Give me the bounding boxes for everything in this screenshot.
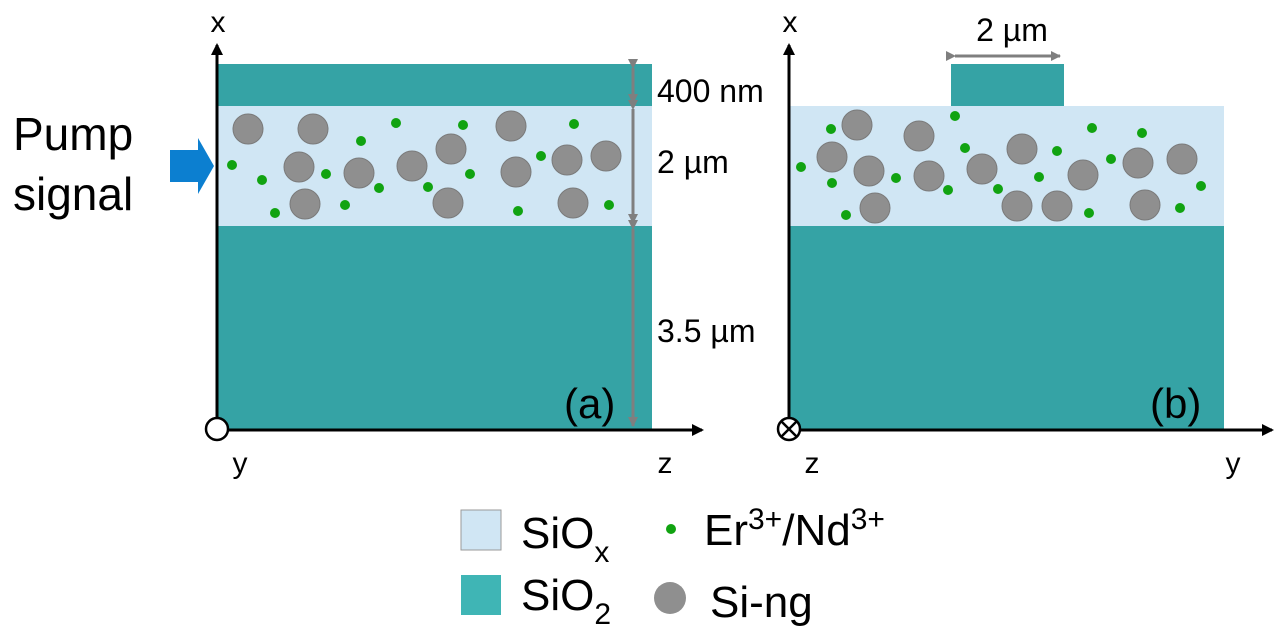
legend-label-sio2: SiO2 — [521, 571, 611, 631]
particles-b — [796, 109, 1206, 224]
er-nd-ion — [993, 184, 1003, 194]
er-nd-ion — [950, 111, 960, 121]
si-nanograin — [590, 140, 622, 172]
dim-label-2um-a: 2 µm — [657, 144, 729, 180]
si-nanograin — [343, 157, 375, 189]
legend-swatch-siox — [460, 509, 502, 551]
si-nanograin — [1006, 133, 1038, 165]
axis-label-z-b: z — [805, 447, 820, 480]
er-nd-ion — [423, 182, 433, 192]
panel-b: x y z 2 µm (b) — [776, 6, 1274, 480]
si-nanograin — [432, 187, 464, 219]
er-nd-ion — [321, 169, 331, 179]
legend-ion-dot — [666, 524, 676, 534]
er-nd-ion — [257, 175, 267, 185]
er-nd-ion — [458, 120, 468, 130]
er-nd-ion — [1087, 123, 1097, 133]
dim-label-400nm: 400 nm — [657, 73, 764, 109]
pump-label-line1: Pump — [13, 108, 133, 160]
si-nanograin — [500, 156, 532, 188]
er-nd-ion — [270, 208, 280, 218]
er-nd-ion — [513, 206, 523, 216]
er-nd-ion — [943, 185, 953, 195]
axis-label-x-a: x — [211, 6, 226, 39]
er-nd-ion — [1137, 128, 1147, 138]
er-nd-ion — [374, 183, 384, 193]
si-nanograin — [1067, 159, 1099, 191]
panel-label-a: (a) — [564, 380, 615, 427]
legend-swatch-sio2 — [461, 575, 501, 615]
si-nanograin — [1166, 143, 1198, 175]
dim-label-3-5um: 3.5 µm — [657, 313, 755, 349]
out-of-plane-dot-symbol-a — [204, 416, 230, 442]
si-nanograin — [495, 110, 527, 142]
si-nanograin — [396, 150, 428, 182]
legend-label-siox: SiOx — [521, 509, 609, 569]
dim-label-2um-b: 2 µm — [976, 12, 1048, 48]
si-nanograin — [551, 144, 583, 176]
si-nanograin — [1041, 190, 1073, 222]
legend: SiOx SiO2 Er3+/Nd3+ Si-ng — [460, 503, 885, 631]
er-nd-ion — [1052, 146, 1062, 156]
er-nd-ion — [960, 143, 970, 153]
axis-label-z-a: z — [658, 447, 673, 480]
panel-a: x z y 400 nm 2 µm 3.5 µm (a) — [204, 6, 764, 480]
axis-label-x-b: x — [783, 6, 798, 39]
si-nanograin — [816, 141, 848, 173]
si-nanograin — [841, 109, 873, 141]
si-nanograin — [1129, 189, 1161, 221]
pump-arrow-icon — [170, 138, 214, 194]
legend-label-ions: Er3+/Nd3+ — [704, 503, 885, 555]
legend-label-si-ng: Si-ng — [710, 578, 813, 627]
si-nanograin — [1001, 190, 1033, 222]
si-nanograin — [297, 113, 329, 145]
si-nanograin — [232, 113, 264, 145]
panel-label-b: (b) — [1150, 380, 1201, 427]
er-nd-ion — [536, 151, 546, 161]
si-nanograin — [966, 153, 998, 185]
pump-label-line2: signal — [13, 168, 133, 220]
er-nd-ion — [569, 119, 579, 129]
si-nanograin — [903, 120, 935, 152]
er-nd-ion — [1196, 181, 1206, 191]
er-nd-ion — [340, 200, 350, 210]
sio2-bottom-cladding-b — [790, 226, 1224, 429]
er-nd-ion — [1106, 154, 1116, 164]
er-nd-ion — [891, 173, 901, 183]
si-nanograin — [557, 187, 589, 219]
er-nd-ion — [826, 124, 836, 134]
pump-signal: Pump signal — [13, 108, 214, 220]
er-nd-ion — [465, 169, 475, 179]
legend-ng-dot — [654, 582, 686, 614]
out-of-plane-cross-symbol-b — [776, 416, 802, 442]
er-nd-ion — [1034, 172, 1044, 182]
er-nd-ion — [796, 162, 806, 172]
er-nd-ion — [391, 118, 401, 128]
er-nd-ion — [841, 210, 851, 220]
sio2-rib-b — [951, 64, 1064, 106]
particles-a — [227, 110, 622, 220]
si-nanograin — [913, 160, 945, 192]
si-nanograin — [283, 151, 315, 183]
er-nd-ion — [604, 200, 614, 210]
er-nd-ion — [227, 160, 237, 170]
sio2-bottom-cladding-a — [218, 226, 652, 429]
er-nd-ion — [1084, 208, 1094, 218]
er-nd-ion — [1175, 203, 1185, 213]
er-nd-ion — [827, 178, 837, 188]
si-nanograin — [435, 133, 467, 165]
si-nanograin — [1122, 147, 1154, 179]
si-nanograin — [859, 192, 891, 224]
er-nd-ion — [356, 136, 366, 146]
sio2-top-cladding-a — [218, 64, 652, 106]
si-nanograin — [289, 188, 321, 220]
si-nanograin — [853, 155, 885, 187]
axis-label-y-b: y — [1226, 447, 1241, 480]
axis-label-y-a: y — [233, 447, 248, 480]
